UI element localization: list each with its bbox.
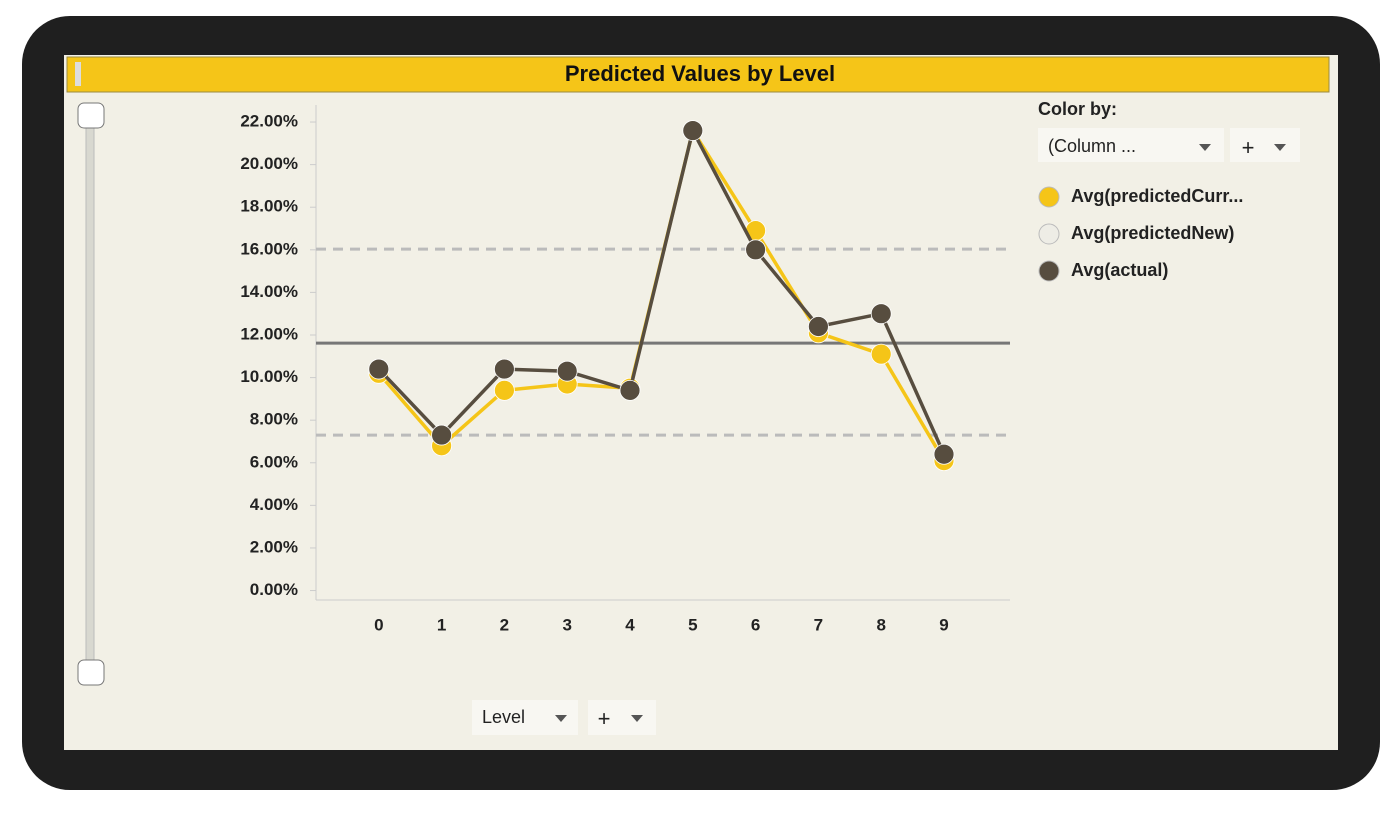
x-tick-label: 0 [374, 615, 383, 634]
point [870, 343, 892, 365]
dropdown-label: Level [482, 707, 525, 727]
x-tick-label: 6 [751, 615, 760, 634]
dropdown-arrow [1199, 144, 1211, 151]
y-tick-label: 20.00% [240, 154, 298, 173]
point [933, 443, 955, 465]
dropdown-arrow [555, 715, 567, 722]
panel [64, 55, 1338, 750]
point [493, 358, 515, 380]
legend-swatch [1038, 186, 1060, 208]
point [870, 303, 892, 325]
slider-handle[interactable] [77, 659, 105, 686]
x-tick-label: 9 [939, 615, 948, 634]
y-tick-label: 6.00% [250, 452, 298, 471]
y-tick-label: 18.00% [240, 197, 298, 216]
dropdown-arrow [1274, 144, 1286, 151]
x-tick-label: 7 [814, 615, 823, 634]
slider-track [85, 114, 95, 674]
add-button[interactable] [1230, 128, 1300, 162]
y-tick-label: 4.00% [250, 495, 298, 514]
legend-title: Color by: [1038, 99, 1117, 119]
chart-title: Predicted Values by Level [565, 61, 835, 86]
y-tick-label: 0.00% [250, 580, 298, 599]
x-tick-label: 5 [688, 615, 697, 634]
legend-label: Avg(predictedCurr... [1071, 186, 1243, 206]
point [619, 379, 641, 401]
point [368, 358, 390, 380]
y-tick-label: 8.00% [250, 410, 298, 429]
legend-label: Avg(predictedNew) [1071, 223, 1234, 243]
y-tick-label: 22.00% [240, 112, 298, 131]
title-bar [66, 56, 1330, 93]
legend-label: Avg(actual) [1071, 260, 1168, 280]
y-tick-label: 14.00% [240, 282, 298, 301]
point [745, 239, 766, 261]
add-label: + [598, 706, 611, 731]
legend-swatch [1038, 223, 1060, 245]
y-tick-label: 2.00% [250, 537, 298, 556]
point [682, 120, 704, 141]
point [808, 316, 829, 337]
add-label: + [1242, 135, 1255, 160]
y-tick-label: 12.00% [240, 324, 298, 343]
point [493, 379, 515, 401]
x-tick-label: 4 [625, 615, 635, 634]
legend-swatch [1038, 260, 1060, 282]
slider-handle[interactable] [77, 102, 105, 129]
dropdown-label: (Column ... [1048, 136, 1136, 156]
point [556, 360, 578, 382]
point [431, 424, 453, 446]
series-line [377, 125, 946, 455]
x-tick-label: 2 [500, 615, 509, 634]
x-tick-label: 1 [437, 615, 446, 634]
x-tick-label: 3 [562, 615, 571, 634]
add-button[interactable] [588, 700, 656, 735]
y-tick-label: 16.00% [240, 239, 298, 258]
dropdown-arrow [631, 715, 643, 722]
grip [75, 62, 81, 86]
y-tick-label: 10.00% [240, 367, 298, 386]
color-by-dropdown[interactable] [1038, 128, 1224, 162]
x-tick-label: 8 [876, 615, 885, 634]
